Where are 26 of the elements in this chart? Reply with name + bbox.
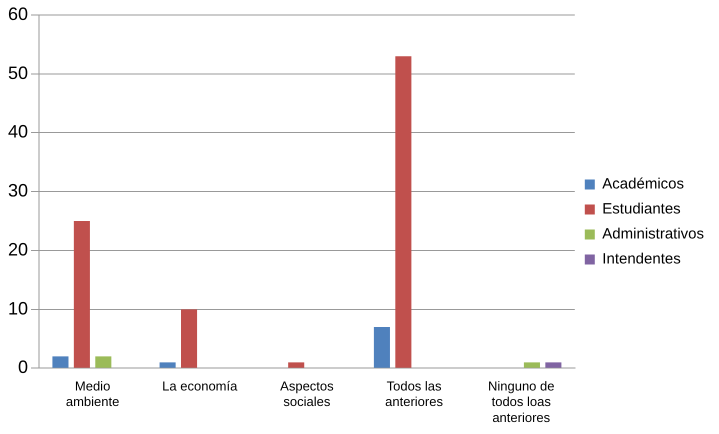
bar xyxy=(524,362,540,368)
bar xyxy=(74,221,90,368)
bar xyxy=(374,326,390,368)
y-tick-label: 10 xyxy=(8,298,28,318)
bar xyxy=(545,362,562,368)
y-tick-label: 30 xyxy=(8,180,28,201)
x-tick-label: Medio ambiente xyxy=(66,378,120,410)
bar xyxy=(395,56,412,368)
legend-label: Estudiantes xyxy=(602,200,681,218)
legend-label: Académicos xyxy=(602,176,684,193)
bar xyxy=(181,309,198,368)
bar xyxy=(160,362,176,368)
bar xyxy=(95,356,112,368)
y-tick-label: 20 xyxy=(8,239,28,260)
x-tick-label: Ninguno de todos loas anteriores xyxy=(488,378,554,425)
bar xyxy=(52,356,68,368)
y-tick-label: 0 xyxy=(18,357,28,378)
y-tick-label: 40 xyxy=(8,122,28,142)
y-tick-label: 50 xyxy=(8,62,28,83)
x-tick-label: La economía xyxy=(162,378,238,394)
x-tick-label: Todos las anteriores xyxy=(385,378,444,410)
legend-label: Administrativos xyxy=(602,226,704,243)
legend-label: Intendentes xyxy=(602,250,681,268)
x-tick-label: Aspectos sociales xyxy=(280,378,334,410)
bar xyxy=(288,362,304,368)
y-tick-label: 60 xyxy=(8,4,28,24)
